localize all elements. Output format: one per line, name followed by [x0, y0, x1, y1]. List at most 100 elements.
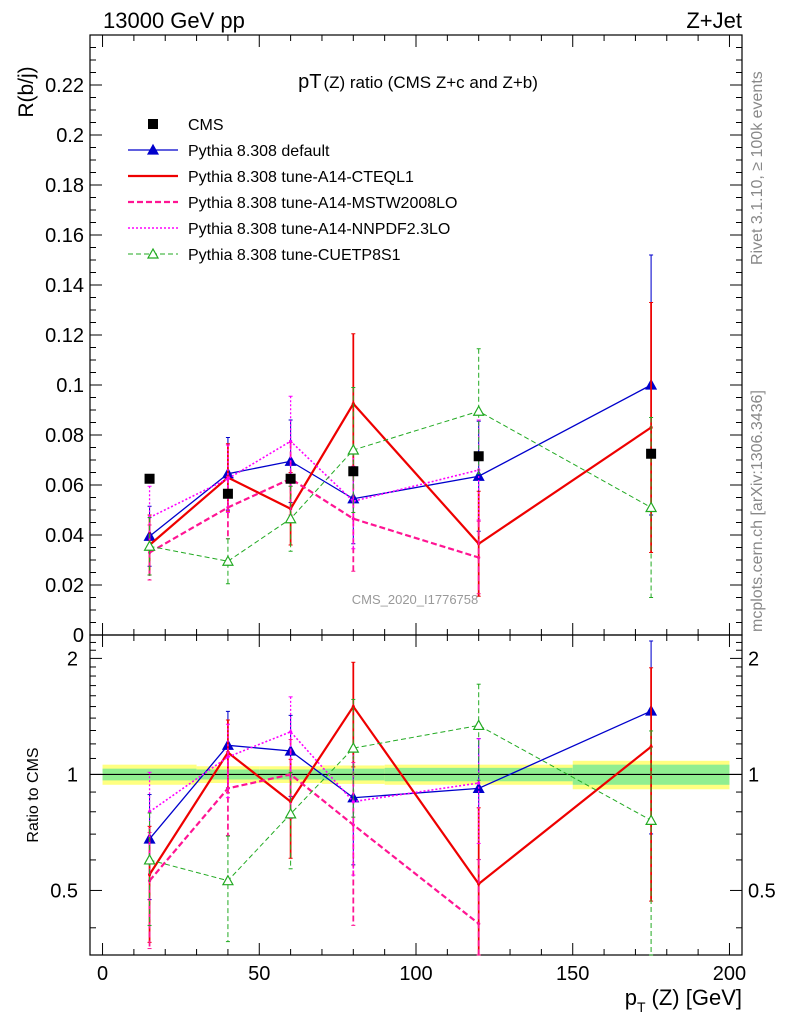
series-marker — [221, 874, 234, 886]
legend-marker — [146, 143, 160, 155]
series-line — [149, 477, 480, 559]
cms-data-point — [222, 488, 233, 499]
series-pythia-8-308-tune-a14-cteql1 — [147, 302, 654, 597]
header-energy-label: 13000 GeV pp — [103, 8, 245, 33]
series-pythia-8-308-tune-a14-mstw2008lo — [147, 442, 481, 595]
y-tick-label: 0.02 — [45, 575, 84, 597]
series-marker — [477, 781, 481, 785]
legend-label: Pythia 8.308 default — [188, 143, 330, 160]
series-pythia-8-308-default — [143, 254, 658, 567]
series-marker — [221, 555, 234, 566]
header-process-label: Z+Jet — [686, 8, 742, 33]
mcplots-label: mcplots.cern.ch [arXiv:1306.3436] — [749, 390, 766, 632]
series-marker — [477, 922, 481, 926]
main-panel: 0 0.02 0.04 0.06 0.08 0.1 0.12 0.14 0.16 0.18 0.2 0… — [15, 34, 743, 647]
legend-entry: Pythia 8.308 tune-A14-CTEQL1 — [128, 169, 414, 186]
main-axis-ticks: 0 0.02 0.04 0.06 0.08 0.1 0.12 0.14 0.16 0.18 0.2 0… — [45, 35, 742, 647]
series-marker — [289, 800, 293, 804]
ratio-tick-label-left: 0.5 — [50, 880, 78, 902]
ratio-tick-label-right: 0.5 — [748, 880, 776, 902]
y-tick-label: 0.1 — [56, 375, 84, 397]
x-tick-label: 200 — [713, 963, 746, 985]
cms-data-point — [646, 448, 657, 459]
cms-data-points — [144, 448, 657, 499]
legend-entry: Pythia 8.308 tune-CUETP8S1 — [128, 247, 401, 264]
series-marker — [645, 501, 658, 513]
series-marker — [226, 755, 230, 759]
x-axis-label-subscript: T — [637, 999, 646, 1015]
ratio-tick-label-left: 2 — [67, 648, 78, 670]
chart-title: pT (Z) ratio (CMS Z+c and Z+b) — [298, 71, 538, 93]
legend-label: Pythia 8.308 tune-A14-MSTW2008LO — [188, 195, 457, 212]
legend-label: CMS — [188, 117, 224, 134]
series-marker — [472, 405, 485, 416]
y-axis-label: R(b/j) — [15, 66, 38, 117]
y-tick-label: 0.04 — [45, 525, 84, 547]
ratio-error-bands — [102, 760, 730, 790]
chart-title-main: pT — [298, 71, 321, 93]
series-marker — [347, 741, 360, 753]
y-tick-label: 0.12 — [45, 325, 84, 347]
legend-entry: Pythia 8.308 tune-A14-MSTW2008LO — [128, 195, 457, 212]
series-marker — [226, 505, 230, 510]
legend-entry: Pythia 8.308 default — [128, 143, 330, 160]
series-line — [149, 710, 652, 840]
ratio-axis-ticks: 0.5 0.5 1 1 2 2 — [50, 635, 776, 955]
series-marker — [226, 477, 230, 481]
legend-label: Pythia 8.308 tune-A14-CTEQL1 — [188, 169, 414, 186]
series-line — [149, 440, 479, 519]
x-tick-label: 150 — [556, 963, 589, 985]
legend-swatch — [148, 119, 158, 129]
series-marker — [143, 540, 156, 551]
series-line — [148, 401, 652, 546]
cms-data-point — [285, 473, 296, 484]
legend-label: Pythia 8.308 tune-CUETP8S1 — [188, 247, 401, 264]
y-tick-label: 0.2 — [56, 125, 84, 147]
cms-data-point — [348, 466, 359, 477]
series-line — [149, 410, 652, 562]
series-line — [149, 384, 652, 537]
x-tick-label: 50 — [248, 963, 270, 985]
legend-entry: CMS — [148, 117, 224, 134]
y-tick-label: 0.06 — [45, 475, 84, 497]
x-tick-label: 100 — [399, 963, 432, 985]
series-line — [148, 704, 652, 886]
analysis-watermark: CMS_2020_I1776758 — [352, 592, 479, 607]
series-pythia-8-308-tune-a14-cteql1 — [147, 661, 654, 956]
ratio-tick-label-left: 1 — [67, 764, 78, 786]
x-tick-label: 0 — [97, 963, 108, 985]
ratio-panel: 0.5 0.5 1 1 2 2 Ratio to CMS — [25, 634, 776, 956]
series-marker — [351, 800, 355, 804]
series-marker — [472, 719, 485, 731]
series-marker — [284, 512, 297, 524]
main-series-group — [143, 254, 658, 598]
series-marker — [649, 745, 653, 749]
ratio-tick-label-right: 1 — [748, 764, 759, 786]
legend: CMS Pythia 8.308 default Pythia 8.308 tune… — [128, 117, 457, 264]
legend-label: Pythia 8.308 tune-A14-NNPDF2.3LO — [188, 221, 450, 238]
ratio-series-group — [143, 640, 658, 956]
y-tick-label: 0.22 — [45, 75, 84, 97]
ratio-y-axis-label: Ratio to CMS — [25, 747, 42, 842]
chart-title-sub: (Z) ratio (CMS Z+c and Z+b) — [323, 73, 537, 92]
cms-data-point — [144, 473, 155, 484]
x-axis-label-p: p — [625, 985, 637, 1010]
series-marker — [289, 730, 293, 734]
y-tick-label: 0.18 — [45, 175, 84, 197]
ratio-tick-label-right: 2 — [748, 648, 759, 670]
x-axis-label-rest: (Z) [GeV] — [652, 985, 742, 1010]
y-tick-label: 0.16 — [45, 225, 84, 247]
series-marker — [289, 439, 293, 443]
x-axis-ticks: 0 50 100 150 200 — [97, 963, 746, 985]
x-axis-label: pT (Z) [GeV] — [625, 985, 742, 1015]
rivet-version-label: Rivet 3.1.10, ≥ 100k events — [749, 71, 766, 265]
series-marker — [351, 704, 355, 709]
series-marker — [284, 807, 297, 819]
series-marker — [477, 555, 481, 560]
y-tick-label: 0 — [73, 625, 84, 647]
series-pythia-8-308-tune-cuetp8s1 — [143, 348, 658, 598]
legend-marker — [146, 247, 160, 259]
legend-entry: Pythia 8.308 tune-A14-NNPDF2.3LO — [128, 221, 450, 238]
cms-data-point — [473, 451, 484, 462]
